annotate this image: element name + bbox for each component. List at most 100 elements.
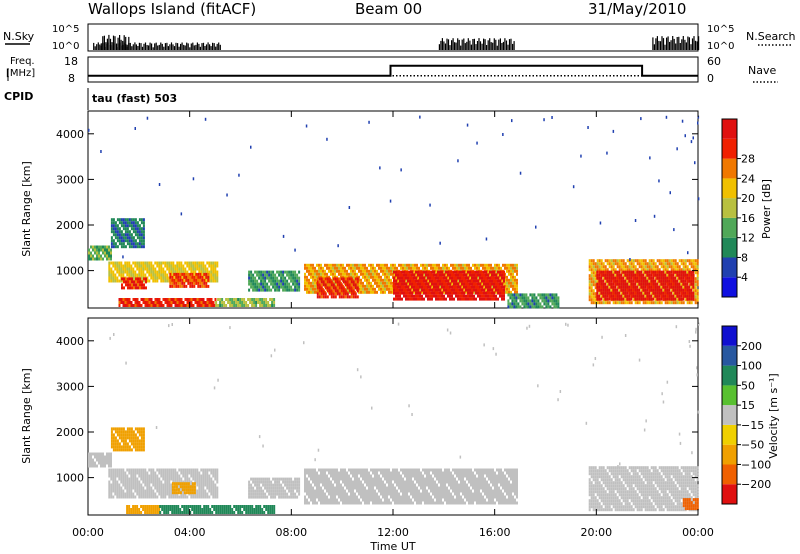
heatmap-cell	[320, 283, 323, 287]
heatmap-cell	[160, 304, 163, 307]
heatmap-cell	[262, 279, 265, 283]
heatmap-cell	[527, 302, 530, 306]
heatmap-cell	[136, 304, 139, 307]
heatmap-cell	[171, 505, 174, 508]
heatmap-cell	[164, 474, 167, 478]
heatmap-cell	[116, 474, 119, 478]
heatmap-cell	[96, 458, 98, 462]
heatmap-cell	[122, 474, 125, 478]
heatmap-cell	[334, 275, 336, 279]
heatmap-cell	[216, 477, 219, 481]
heatmap-cell	[368, 287, 370, 291]
heatmap-cell	[164, 301, 167, 304]
heatmap-cell	[666, 276, 669, 280]
heatmap-cell	[457, 273, 459, 277]
heatmap-cell	[376, 269, 378, 273]
heatmap-cell	[170, 270, 173, 274]
heatmap-cell	[413, 273, 415, 277]
heatmap-cell	[342, 269, 344, 273]
heatmap-cell	[654, 279, 657, 283]
heatmap-cell	[172, 495, 175, 499]
heatmap-cell	[163, 511, 166, 514]
heatmap-cell	[686, 294, 689, 298]
heatmap-cell	[314, 269, 316, 273]
heatmap-cell	[696, 283, 699, 287]
heatmap-cell	[108, 495, 111, 499]
heatmap-cell	[257, 298, 260, 301]
heatmap-cell	[401, 297, 403, 301]
heatmap-cell	[116, 430, 119, 434]
heatmap-cell	[620, 271, 623, 275]
heatmap-cell	[638, 276, 641, 280]
heatmap-cell	[514, 263, 516, 267]
heatmap-cell	[118, 221, 121, 225]
heatmap-cell	[184, 480, 187, 484]
heatmap-cell	[199, 278, 202, 282]
heatmap-cell	[648, 280, 651, 284]
heatmap-cell	[100, 254, 102, 258]
heatmap-cell	[204, 474, 207, 478]
heatmap-cell	[630, 276, 633, 280]
heatmap-cell	[459, 285, 461, 289]
heatmap-cell	[158, 468, 161, 472]
heatmap-cell	[508, 281, 510, 285]
heatmap-cell	[388, 284, 390, 288]
heatmap-cell	[636, 279, 639, 283]
heatmap-cell	[164, 270, 167, 274]
heatmap-cell	[184, 298, 187, 301]
heatmap-cell	[140, 477, 143, 481]
heatmap-cell	[202, 492, 205, 496]
heatmap-cell	[427, 294, 429, 298]
heatmap-cell	[439, 288, 441, 292]
heatmap-cell	[135, 280, 137, 284]
heatmap-cell	[320, 263, 322, 267]
heatmap-cell	[100, 452, 102, 456]
nsky-bar	[476, 41, 479, 50]
heatmap-cell	[514, 275, 516, 279]
heatmap-cell	[260, 273, 263, 277]
heatmap-cell	[380, 275, 382, 279]
heatmap-cell	[541, 293, 544, 297]
heatmap-cell	[592, 289, 595, 293]
heatmap-cell	[332, 292, 335, 296]
heatmap-cell	[122, 304, 125, 307]
heatmap-cell	[194, 270, 197, 274]
heatmap-cell	[427, 276, 429, 280]
heatmap-cell	[144, 468, 147, 472]
heatmap-cell	[696, 280, 699, 284]
heatmap-cell	[270, 273, 273, 277]
heatmap-cell	[118, 304, 121, 307]
heatmap-cell	[684, 291, 687, 295]
heatmap-cell	[646, 262, 649, 266]
heatmap-cell	[262, 273, 265, 277]
heatmap-cell	[340, 289, 343, 293]
heatmap-cell	[407, 294, 409, 298]
heatmap-cell	[628, 273, 631, 277]
heatmap-cell	[254, 270, 257, 274]
heatmap-cell	[547, 302, 550, 306]
heatmap-cell	[475, 273, 477, 277]
heatmap-cell	[176, 267, 179, 271]
heatmap-cell	[419, 270, 421, 274]
heatmap-cell	[126, 480, 129, 484]
heatmap-cell	[514, 287, 516, 291]
heatmap-cell	[529, 293, 532, 297]
heatmap-cell	[206, 492, 209, 496]
heatmap-cell	[497, 285, 499, 289]
heatmap-cell	[616, 259, 619, 263]
heatmap-cell	[606, 268, 609, 272]
heatmap-cell	[411, 282, 413, 286]
heatmap-cell	[140, 471, 143, 475]
heatmap-cell	[533, 305, 536, 309]
heatmap-cell	[175, 284, 178, 288]
heatmap-cell	[523, 302, 526, 306]
heatmap-cell	[644, 282, 647, 286]
heatmap-cell	[128, 273, 131, 277]
heatmap-cell	[152, 468, 155, 472]
heatmap-cell	[674, 285, 677, 289]
heatmap-cell	[340, 269, 342, 273]
heatmap-cell	[374, 272, 376, 276]
heatmap-cell	[208, 483, 211, 487]
heatmap-cell	[366, 284, 368, 288]
heatmap-cell	[551, 293, 554, 297]
